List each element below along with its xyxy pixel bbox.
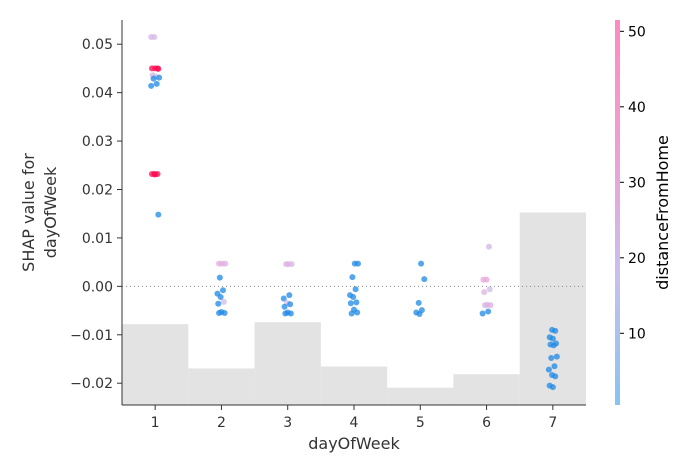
- histogram-bar: [387, 387, 454, 405]
- x-tick-label: 7: [548, 415, 557, 431]
- data-point: [487, 302, 494, 309]
- x-tick-label: 1: [151, 415, 160, 431]
- data-point: [222, 260, 229, 267]
- x-tick-label: 3: [283, 415, 292, 431]
- data-point: [485, 243, 492, 250]
- data-point: [217, 294, 224, 301]
- x-tick-label: 5: [416, 415, 425, 431]
- colorbar-tick-label: 50: [628, 24, 646, 40]
- data-point: [483, 276, 490, 283]
- data-point: [283, 261, 290, 268]
- data-point: [153, 80, 160, 87]
- y-tick-label: −0.01: [70, 328, 113, 344]
- data-point: [216, 274, 223, 281]
- data-point: [421, 276, 428, 283]
- colorbar-tick-label: 20: [628, 251, 646, 267]
- data-point: [347, 300, 354, 307]
- colorbar-tick-label: 10: [628, 326, 646, 342]
- data-point: [288, 261, 295, 268]
- data-point: [281, 303, 288, 310]
- data-point: [287, 310, 294, 317]
- points-layer: [148, 33, 560, 391]
- data-point: [349, 274, 356, 281]
- histogram-bar: [188, 368, 255, 405]
- data-point: [155, 65, 162, 72]
- data-point: [151, 33, 158, 40]
- y-tick-label: 0.05: [82, 37, 113, 53]
- y-tick-label: 0.02: [82, 182, 113, 198]
- y-axis-title-line-1: SHAP value for: [19, 153, 38, 272]
- data-point: [415, 299, 422, 306]
- data-point: [552, 327, 559, 334]
- data-point: [155, 211, 162, 218]
- data-point: [280, 295, 287, 302]
- data-point: [348, 310, 355, 317]
- data-point: [215, 300, 222, 307]
- data-point: [479, 310, 486, 317]
- histogram-bar: [453, 374, 520, 405]
- data-point: [545, 366, 552, 373]
- x-tick-label: 4: [350, 415, 359, 431]
- data-point: [152, 171, 159, 178]
- y-axis-title-line-2: dayOfWeek: [41, 166, 60, 258]
- data-point: [220, 287, 227, 294]
- data-point: [548, 355, 555, 362]
- y-tick-label: −0.02: [70, 376, 113, 392]
- x-tick-label: 6: [482, 415, 491, 431]
- data-point: [552, 373, 559, 380]
- data-point: [216, 309, 223, 316]
- data-point: [354, 260, 361, 267]
- histogram-layer: [122, 212, 586, 405]
- x-axis-title: dayOfWeek: [308, 434, 400, 453]
- data-point: [551, 363, 558, 370]
- data-point: [486, 286, 493, 293]
- x-tick-label: 2: [217, 415, 226, 431]
- colorbar: 10 20 30 40 50: [615, 20, 646, 405]
- data-point: [481, 302, 488, 309]
- data-point: [481, 289, 488, 296]
- data-point: [221, 309, 228, 316]
- histogram-bar: [122, 324, 189, 405]
- data-point: [220, 298, 227, 305]
- data-point: [352, 286, 359, 293]
- data-point: [282, 310, 289, 317]
- colorbar-tick-label: 40: [628, 100, 646, 116]
- data-point: [148, 82, 155, 89]
- data-point: [350, 294, 357, 301]
- data-point: [549, 335, 556, 342]
- y-tick-label: 0.03: [82, 134, 113, 150]
- axes-layer: [121, 20, 586, 406]
- data-point: [287, 301, 294, 308]
- data-point: [353, 299, 360, 306]
- data-point: [553, 353, 560, 360]
- data-point: [550, 342, 557, 349]
- colorbar-gradient: [615, 20, 620, 405]
- y-tick-label: 0.04: [82, 86, 113, 102]
- data-point: [418, 260, 425, 267]
- histogram-bar: [320, 366, 388, 405]
- data-point: [150, 75, 157, 82]
- y-tick-label: 0.01: [82, 231, 113, 247]
- ticks-layer: 1 2 3 4 5 6 7 0.05 0.04 0.03 0.02 0.01 0.00 −0.01 −0.0…: [70, 37, 557, 431]
- histogram-bar: [254, 322, 321, 405]
- colorbar-title: distanceFromHome: [653, 135, 672, 290]
- data-point: [416, 310, 423, 317]
- data-point: [286, 292, 293, 299]
- data-point: [354, 309, 361, 316]
- y-tick-label: 0.00: [82, 279, 113, 295]
- data-point: [549, 384, 556, 391]
- colorbar-tick-label: 30: [628, 175, 646, 191]
- data-point: [485, 308, 492, 315]
- data-point: [156, 74, 163, 81]
